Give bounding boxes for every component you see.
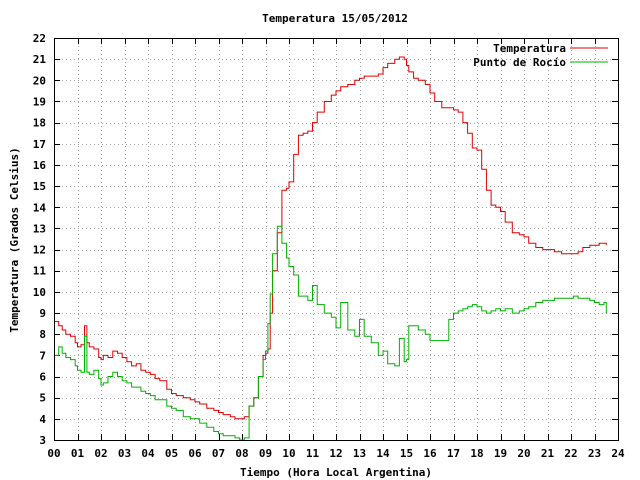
x-tick-label: 16 [423, 447, 437, 460]
x-tick-label: 08 [235, 447, 248, 460]
x-tick-label: 09 [259, 447, 272, 460]
y-tick-label: 5 [39, 392, 46, 405]
x-axis-label: Tiempo (Hora Local Argentina) [240, 466, 432, 479]
y-tick-label: 12 [33, 244, 46, 257]
x-tick-label: 20 [517, 447, 530, 460]
legend: Temperatura Punto de Rocío [473, 42, 608, 69]
x-tick-label: 15 [400, 447, 413, 460]
y-tick-label: 20 [33, 74, 46, 87]
x-tick-label: 03 [118, 447, 131, 460]
x-tick-label: 23 [588, 447, 601, 460]
series-lines [54, 56, 607, 441]
x-tick-label: 13 [353, 447, 366, 460]
legend-label-temperatura: Temperatura [493, 42, 566, 55]
plot-frame [54, 38, 619, 441]
x-tick-label: 05 [165, 447, 178, 460]
y-tick-label: 21 [33, 53, 47, 66]
x-tick-label: 04 [141, 447, 155, 460]
series-line-temperatura [54, 56, 607, 420]
y-tick-label: 15 [33, 180, 46, 193]
x-tick-label: 02 [94, 447, 107, 460]
x-tick-label: 07 [212, 447, 225, 460]
series-line-punto-de-rocio [54, 225, 607, 441]
x-tick-label: 11 [306, 447, 320, 460]
y-tick-label: 7 [39, 349, 46, 362]
y-tick-label: 3 [39, 434, 46, 447]
x-tick-label: 00 [47, 447, 60, 460]
y-axis-label: Temperatura (Grados Celsius) [8, 147, 21, 332]
x-tick-label: 06 [188, 447, 202, 460]
x-tick-label: 21 [541, 447, 555, 460]
y-tick-label: 17 [33, 138, 46, 151]
y-axis-tick-labels: 3 4 5 6 7 8 9 10 11 12 13 14 15 16 17 18 19 20 21 22 [33, 32, 47, 447]
x-tick-label: 24 [611, 447, 625, 460]
y-tick-label: 14 [33, 201, 47, 214]
grid-lines [54, 38, 618, 440]
x-tick-label: 10 [282, 447, 295, 460]
y-tick-label: 8 [39, 328, 46, 341]
x-tick-label: 14 [376, 447, 390, 460]
y-tick-label: 13 [33, 222, 46, 235]
y-tick-label: 6 [39, 371, 46, 384]
x-tick-label: 12 [329, 447, 342, 460]
y-tick-label: 9 [39, 307, 46, 320]
x-tick-label: 17 [447, 447, 460, 460]
y-tick-label: 10 [33, 286, 46, 299]
legend-label-punto-de-rocio: Punto de Rocío [473, 56, 566, 69]
x-axis-tick-labels: 00 01 02 03 04 05 06 07 08 09 10 11 12 13 14 15 16 17 18 19… [47, 447, 625, 460]
x-tick-label: 01 [71, 447, 85, 460]
chart-title: Temperatura 15/05/2012 [262, 12, 408, 25]
y-tick-label: 19 [33, 95, 46, 108]
y-tick-label: 18 [33, 117, 46, 130]
y-tick-label: 4 [39, 413, 46, 426]
x-tick-label: 22 [564, 447, 577, 460]
y-tick-label: 22 [33, 32, 46, 45]
x-tick-label: 19 [494, 447, 507, 460]
x-tick-label: 18 [470, 447, 483, 460]
y-tick-label: 16 [33, 159, 47, 172]
y-tick-label: 11 [33, 265, 47, 278]
